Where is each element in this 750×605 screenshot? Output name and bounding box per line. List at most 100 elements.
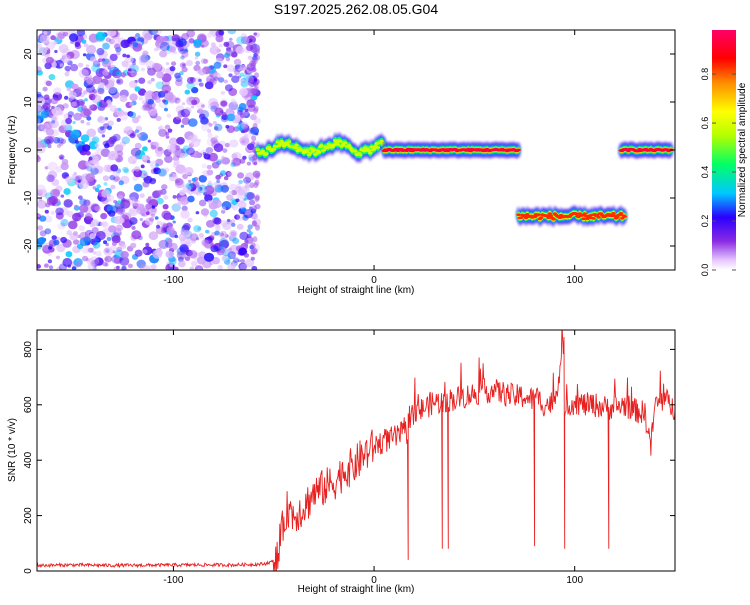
noise-blob <box>78 225 86 232</box>
ridge-cell <box>319 144 324 147</box>
noise-blob <box>193 225 202 233</box>
noise-blob <box>111 241 117 246</box>
noise-blob <box>219 110 224 114</box>
noise-blob <box>181 201 186 206</box>
colorbar-tick-label: 0.0 <box>700 264 710 277</box>
noise-blob <box>68 220 78 230</box>
ridge-cell <box>516 148 521 152</box>
noise-blob <box>73 231 78 236</box>
noise-blob <box>234 214 241 220</box>
noise-blob <box>196 190 202 196</box>
noise-blob <box>129 64 140 73</box>
noise-blob <box>169 66 176 72</box>
noise-blob <box>235 46 245 55</box>
noise-blob <box>145 203 153 210</box>
noise-blob <box>237 259 241 263</box>
noise-blob <box>96 184 101 189</box>
noise-blob <box>108 86 117 94</box>
noise-blob <box>206 220 215 228</box>
noise-blob <box>90 166 95 170</box>
noise-blob <box>229 183 237 191</box>
noise-blob <box>91 94 102 104</box>
noise-blob <box>168 173 178 182</box>
colorbar-tick-label: 0.8 <box>700 68 710 81</box>
noise-blob <box>186 59 193 67</box>
noise-blob <box>117 207 124 213</box>
noise-blob <box>55 166 63 173</box>
ridge-cell <box>333 139 338 142</box>
noise-blob <box>122 166 129 173</box>
noise-blob <box>101 220 108 227</box>
colorbar-gradient <box>712 30 736 270</box>
noise-blob <box>102 58 109 65</box>
noise-blob <box>115 224 124 232</box>
noise-blob <box>118 180 124 186</box>
noise-blob <box>147 107 157 116</box>
noise-blob <box>73 239 80 245</box>
noise-blob <box>63 95 69 100</box>
noise-blob <box>161 84 172 94</box>
noise-blob <box>63 199 73 208</box>
ridge-cell <box>358 153 363 157</box>
noise-blob <box>198 175 207 183</box>
noise-blob <box>234 64 241 70</box>
noise-blob <box>248 231 253 235</box>
noise-blob <box>201 163 207 169</box>
noise-blob <box>84 98 88 102</box>
noise-blob <box>141 154 148 160</box>
ridge-cell <box>516 213 521 217</box>
noise-blob <box>177 110 186 118</box>
noise-blob <box>70 63 79 72</box>
noise-blob <box>145 60 155 69</box>
snr-xtick-label: -100 <box>163 575 183 586</box>
noise-blob <box>78 68 89 78</box>
noise-blob <box>158 125 164 131</box>
noise-blob <box>92 89 98 94</box>
noise-blob <box>166 35 174 42</box>
noise-blob <box>180 170 186 175</box>
noise-blob <box>48 246 53 250</box>
noise-blob <box>121 214 127 219</box>
noise-blob <box>101 134 106 138</box>
noise-blob <box>91 219 99 227</box>
noise-blob <box>149 264 156 270</box>
noise-blob <box>57 137 64 144</box>
noise-blob <box>226 219 233 225</box>
noise-blob <box>230 222 236 227</box>
noise-blob <box>195 60 201 66</box>
noise-blob <box>239 64 247 71</box>
noise-blob <box>205 229 209 234</box>
snr-xtick-label: 100 <box>566 575 583 586</box>
noise-blob <box>246 161 252 166</box>
noise-blob <box>76 261 82 268</box>
noise-blob <box>249 206 253 210</box>
noise-edge-blob <box>254 173 260 179</box>
noise-edge-blob <box>255 224 260 231</box>
ridge-cell <box>573 212 579 216</box>
noise-blob <box>74 41 81 48</box>
noise-blob <box>134 129 140 134</box>
noise-blob <box>43 31 48 35</box>
noise-blob <box>47 259 53 264</box>
noise-blob <box>165 131 170 136</box>
noise-blob <box>129 133 136 139</box>
noise-blob <box>243 176 251 184</box>
noise-blob <box>97 87 105 95</box>
noise-blob <box>100 222 104 226</box>
noise-blob <box>118 218 125 224</box>
noise-blob <box>37 156 40 160</box>
noise-blob <box>177 38 187 47</box>
ridge-cell <box>622 215 627 218</box>
noise-blob <box>229 190 233 194</box>
noise-blob <box>59 63 64 67</box>
noise-edge-blob <box>252 58 258 65</box>
noise-blob <box>207 200 213 205</box>
noise-blob <box>86 166 93 172</box>
noise-blob <box>226 64 236 72</box>
noise-blob <box>188 38 195 44</box>
ridge-cell <box>618 212 624 215</box>
noise-blob <box>89 106 94 110</box>
noise-blob <box>161 73 172 83</box>
ridge-layer <box>255 138 387 157</box>
noise-blob <box>37 184 46 194</box>
